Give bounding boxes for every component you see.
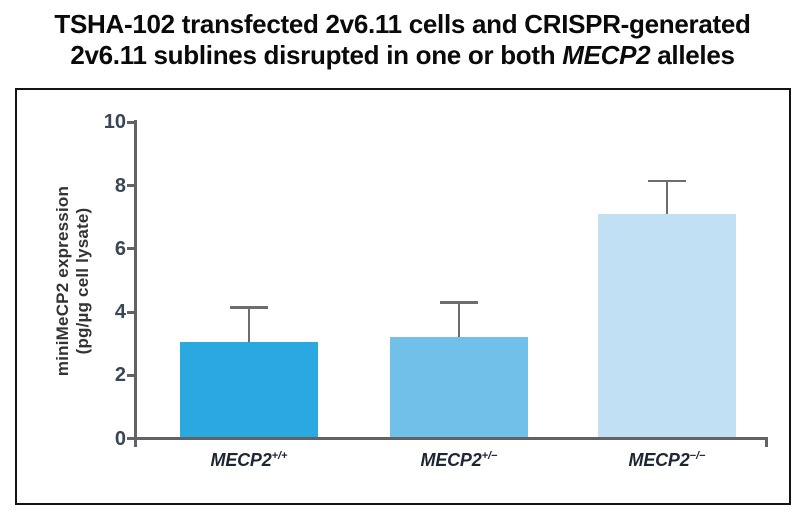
category-allele-superscript: +/− (481, 450, 498, 462)
figure-title-line2: 2v6.11 sublines disrupted in one or both… (0, 40, 805, 71)
x-axis-end-tick (765, 437, 768, 447)
y-tick (127, 247, 137, 251)
category-label: MECP2+/− (369, 450, 549, 471)
category-allele-superscript: −/− (689, 450, 706, 462)
category-gene-name: MECP2 (420, 450, 482, 470)
category-gene-name: MECP2 (210, 450, 272, 470)
bar (390, 337, 528, 437)
figure-title: TSHA-102 transfected 2v6.11 cells and CR… (0, 9, 805, 71)
y-axis-line (134, 120, 137, 447)
figure-title-line1: TSHA-102 transfected 2v6.11 cells and CR… (54, 9, 751, 39)
error-bar-stem (457, 302, 461, 338)
y-tick-label: 10 (103, 111, 126, 134)
y-tick-label: 6 (114, 237, 126, 260)
y-tick (127, 310, 137, 314)
category-label: MECP2−/− (577, 450, 757, 471)
bar (598, 214, 736, 437)
y-tick (127, 373, 137, 377)
category-allele-superscript: +/+ (271, 450, 288, 462)
y-tick-label: 0 (114, 427, 126, 450)
category-label: MECP2+/+ (159, 450, 339, 471)
x-axis-line (134, 437, 768, 440)
y-tick-label: 8 (114, 174, 126, 197)
error-bar-cap (230, 306, 268, 309)
error-bar-stem (665, 180, 669, 215)
y-tick (127, 184, 137, 188)
title-line2-pre: 2v6.11 sublines disrupted in one or both (70, 40, 563, 70)
error-bar-stem (247, 307, 251, 343)
y-tick (127, 437, 137, 440)
y-tick-label: 4 (114, 301, 126, 324)
title-line2-post: alleles (650, 40, 735, 70)
error-bar-cap (648, 179, 686, 183)
y-axis-title-line1: miniMeCP2 expression (53, 185, 72, 377)
title-gene-name: MECP2 (562, 40, 651, 70)
bar (180, 342, 318, 437)
y-tick (127, 120, 137, 124)
error-bar-cap (440, 301, 478, 304)
y-tick-label: 2 (114, 364, 126, 387)
category-gene-name: MECP2 (628, 450, 690, 470)
